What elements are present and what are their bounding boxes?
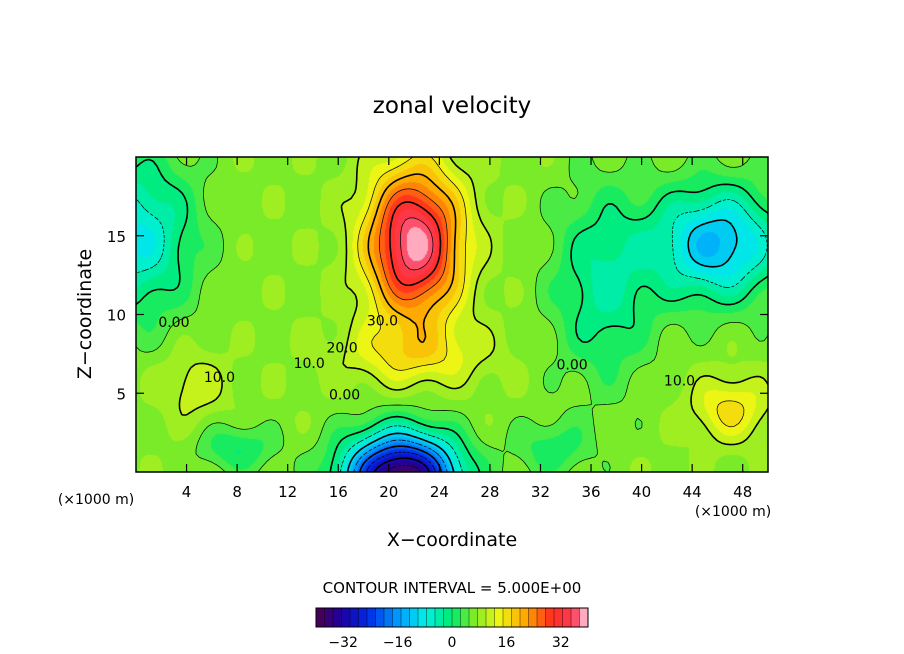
contour-lines — [136, 157, 768, 472]
contour-0 — [136, 158, 768, 472]
x-tick-label: 24 — [430, 483, 449, 501]
x-tick-label: 16 — [329, 483, 348, 501]
colorbar-cell — [392, 608, 402, 627]
contour-label: 0.00 — [556, 358, 587, 374]
colorbar-cell — [401, 608, 410, 627]
contour-35 — [400, 217, 434, 271]
y-tick-label: 15 — [107, 228, 126, 246]
contour-label: 10.0 — [204, 370, 235, 386]
x-tick-label: 40 — [632, 483, 651, 501]
contour-20 — [367, 173, 457, 344]
x-tick-label: 4 — [182, 483, 192, 501]
colorbar-frame — [315, 607, 589, 628]
colorbar-cell — [350, 608, 359, 627]
colorbar-cell — [375, 608, 385, 627]
contour-5 — [136, 157, 768, 472]
contour--30 — [373, 457, 431, 472]
colorbar-tick-label: −16 — [383, 635, 413, 651]
x-tick-label: 12 — [278, 483, 297, 501]
colorbar-cell — [571, 608, 580, 627]
colorbar-cell — [562, 608, 572, 627]
colorbar-cell — [316, 608, 325, 627]
colorbar-cell — [452, 608, 461, 627]
x-axis: 4 8 12 16 20 24 28 32 36 40 44 48 — [182, 157, 752, 501]
colorbar-cell — [409, 608, 419, 627]
colorbar-tick-label: 16 — [497, 635, 515, 651]
colorbar-cell — [579, 608, 589, 627]
y-tick-label: 5 — [116, 385, 126, 403]
colorbar-cell — [460, 608, 470, 627]
contour--20 — [358, 445, 443, 472]
contour--10 — [346, 219, 738, 472]
x-tick-label: 20 — [379, 483, 398, 501]
colorbar-cell — [486, 608, 495, 627]
colorbar: −32 −16 0 16 32 — [315, 607, 589, 651]
colorbar-cell — [435, 608, 444, 627]
colorbar-cell — [384, 608, 393, 627]
contour-label: 20.0 — [326, 340, 357, 356]
colorbar-cell — [324, 608, 334, 627]
x-tick-label: 28 — [480, 483, 499, 501]
x-tick-label: 8 — [232, 483, 242, 501]
contour-15 — [357, 157, 745, 428]
colorbar-cell — [528, 608, 538, 627]
colorbar-cell — [443, 608, 453, 627]
x-axis-label: X−coordinate — [387, 529, 517, 551]
velocity-field — [136, 157, 768, 472]
contour-10 — [178, 157, 768, 446]
colorbar-cell — [511, 608, 521, 627]
colorbar-cell — [537, 608, 546, 627]
x-unit-left: (×1000 m) — [58, 492, 134, 508]
x-tick-label: 44 — [683, 483, 702, 501]
colorbar-cell — [545, 608, 555, 627]
colorbar-cell — [520, 608, 529, 627]
colorbar-cell — [469, 608, 478, 627]
colorbar-cell — [477, 608, 487, 627]
colorbar-cell — [494, 608, 504, 627]
contour--35 — [385, 464, 422, 472]
colorbar-tick-label: −32 — [328, 635, 358, 651]
colorbar-cell — [503, 608, 512, 627]
contour-label: 30.0 — [367, 314, 398, 330]
contour--25 — [365, 451, 437, 472]
colorbar-cell — [418, 608, 427, 627]
colorbar-tick-label: 32 — [552, 635, 570, 651]
x-tick-label: 48 — [733, 483, 752, 501]
contour-25 — [378, 188, 448, 301]
y-axis: 5 10 15 — [107, 228, 768, 403]
y-axis-label: Z−coordinate — [74, 249, 96, 379]
colorbar-cell — [426, 608, 436, 627]
x-unit-right: (×1000 m) — [695, 504, 771, 520]
x-tick-label: 32 — [531, 483, 550, 501]
colorbar-cell — [358, 608, 368, 627]
colorbar-tick-label: 0 — [448, 635, 457, 651]
x-tick-label: 36 — [581, 483, 600, 501]
contour-30 — [389, 201, 442, 287]
colorbar-cell — [341, 608, 351, 627]
colorbar-cell — [367, 608, 376, 627]
colorbar-cell — [333, 608, 342, 627]
contour--5 — [136, 198, 768, 472]
contour-label: 0.00 — [158, 315, 189, 331]
y-tick-label: 10 — [107, 307, 126, 325]
contour-interval-label: CONTOUR INTERVAL = 5.000E+00 — [323, 579, 582, 597]
colorbar-cell — [554, 608, 563, 627]
contour-label: 0.00 — [329, 388, 360, 404]
contour-label: 10.0 — [664, 373, 695, 389]
contour--15 — [353, 439, 448, 472]
chart-title: zonal velocity — [373, 93, 531, 119]
contour-label: 10.0 — [294, 356, 325, 372]
